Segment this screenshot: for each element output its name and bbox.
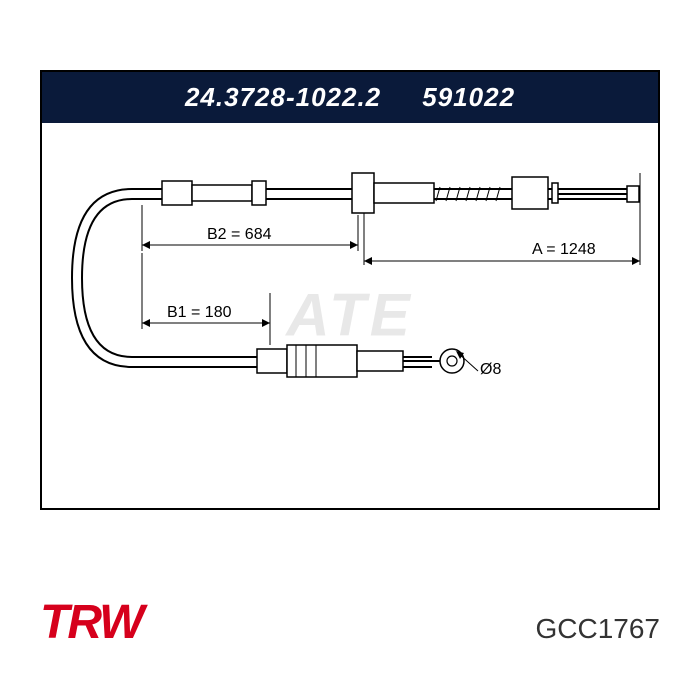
arrow [142, 319, 150, 327]
adjuster-body [374, 183, 434, 203]
end-block [512, 177, 548, 209]
cable-outer-top [72, 189, 637, 367]
part-number: GCC1767 [535, 613, 660, 645]
diagram-frame: 24.3728-1022.2 591022 ATE [40, 70, 660, 510]
bottom-seg-1 [257, 349, 287, 373]
dim-label-A: A = 1248 [532, 241, 596, 259]
fitting-seg-3 [252, 181, 266, 205]
arrow [632, 257, 640, 265]
brand-logo: TRW [40, 595, 142, 650]
tip-cap [627, 186, 639, 202]
arrow [142, 241, 150, 249]
fitting-seg-1 [162, 181, 192, 205]
part-ref-2: 591022 [422, 82, 515, 112]
arrow [262, 319, 270, 327]
bottom-seg-3 [357, 351, 403, 371]
adjuster-collar [352, 173, 374, 213]
dim-label-B2: B2 = 684 [207, 226, 272, 244]
cable-drawing [42, 123, 658, 509]
eyelet-inner [447, 356, 457, 366]
header-band: 24.3728-1022.2 591022 [42, 72, 658, 123]
arrow [364, 257, 372, 265]
cable-outer-bot [82, 199, 637, 357]
dim-label-B1: B1 = 180 [167, 304, 232, 322]
washer [552, 183, 558, 203]
threaded-rod [434, 187, 512, 201]
part-ref-1: 24.3728-1022.2 [185, 82, 381, 112]
dim-label-d: Ø8 [480, 361, 501, 379]
fitting-seg-2 [192, 185, 252, 201]
diagram-area: ATE [42, 123, 658, 507]
arrow [350, 241, 358, 249]
bottom-seg-2 [287, 345, 357, 377]
